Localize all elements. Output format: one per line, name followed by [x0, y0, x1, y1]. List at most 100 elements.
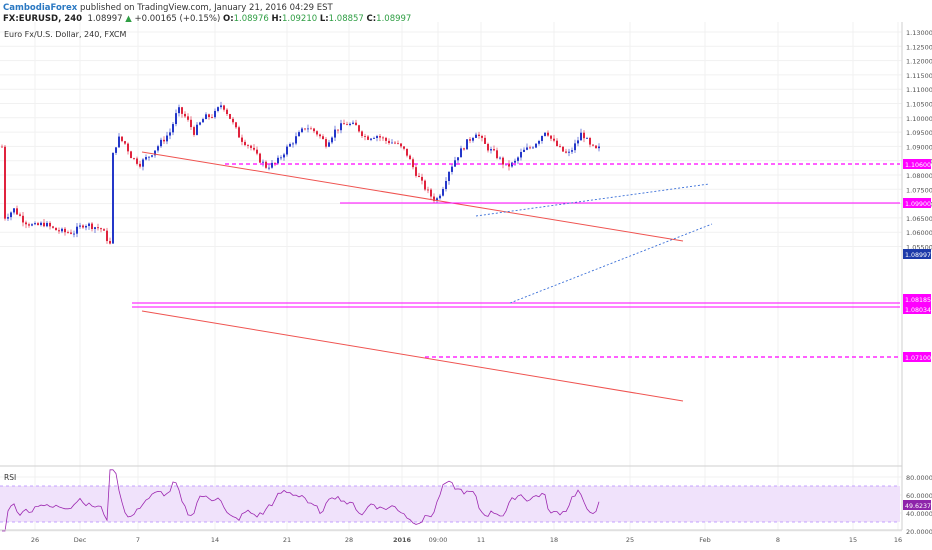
candle-body [373, 137, 375, 139]
candle-body [190, 119, 192, 128]
candle-body [217, 107, 219, 111]
candle-body [592, 144, 594, 146]
price-tick-label: 1.06500 [906, 215, 932, 223]
candle-body [397, 143, 399, 145]
level-label: 1.08185 [905, 297, 931, 304]
symbol-label[interactable]: FX:EURUSD, 240 [3, 14, 83, 24]
candle-body [166, 135, 168, 142]
candle-body [589, 137, 591, 145]
price-tick-label: 1.11500 [906, 72, 932, 80]
candle-body [205, 114, 207, 120]
wedge-lower-line[interactable] [509, 223, 713, 304]
candle-body [442, 189, 444, 196]
candle-body [304, 128, 306, 130]
high-label: H: [271, 14, 282, 24]
candle-body [268, 167, 270, 169]
price-tick-label: 1.12500 [906, 43, 932, 51]
candle-body [112, 152, 114, 244]
candle-body [535, 143, 537, 148]
level-label: 1.07100 [905, 355, 931, 362]
candle-body [7, 217, 9, 219]
price-axis[interactable]: 1.13000 1.12500 1.12000 1.11500 1.11000 1.105… [906, 29, 932, 252]
candle-body [229, 114, 231, 119]
channel-upper-trendline[interactable] [141, 151, 684, 242]
level-label-bg [903, 159, 931, 169]
candle-body [274, 162, 276, 164]
candle-body [16, 208, 18, 215]
candle-body [184, 113, 186, 117]
candle-body [238, 127, 240, 138]
candle-body [232, 118, 234, 123]
candle-body [598, 146, 600, 149]
candle-body [538, 140, 540, 144]
candle-body [70, 232, 72, 234]
wedge-upper-line[interactable] [475, 183, 710, 217]
candle-body [424, 180, 426, 190]
low-label: L: [319, 14, 329, 24]
candle-body [73, 233, 75, 235]
channel-lower-trendline[interactable] [141, 310, 684, 402]
candle-body [382, 137, 384, 139]
high-value: 1.09210 [281, 14, 318, 24]
candle-body [556, 140, 558, 147]
level-label: 1.08034 [905, 307, 931, 314]
candle-body [88, 223, 90, 226]
author-link[interactable]: CambodiaForex [3, 3, 78, 13]
last-price-label-bg [903, 249, 931, 259]
candle-body [415, 167, 417, 176]
candle-body [124, 141, 126, 144]
time-tick-label: 2016 [393, 536, 412, 544]
candle-body [451, 166, 453, 172]
level-labels: 1.10600 1.09900 1.08185 1.08034 1.07100 1.089… [903, 159, 931, 510]
candle-body [361, 131, 363, 137]
candle-body [529, 147, 531, 149]
candle-body [151, 155, 153, 157]
candle-body [130, 151, 132, 159]
candle-body [34, 223, 36, 225]
candle-body [85, 225, 87, 228]
candle-body [196, 124, 198, 135]
time-tick-label: 09:00 [429, 536, 448, 544]
candle-body [433, 196, 435, 201]
candle-body [436, 198, 438, 201]
publish-line: CambodiaForex published on TradingView.c… [3, 3, 333, 14]
candle-body [553, 138, 555, 141]
candle-body [61, 228, 63, 232]
candle-body [391, 142, 393, 144]
candle-body [199, 122, 201, 125]
candle-body [220, 105, 222, 108]
candle-body [139, 163, 141, 167]
candle-body [172, 124, 174, 133]
candle-body [142, 159, 144, 167]
candle-body [52, 226, 54, 228]
rsi-axis[interactable]: 80.0000 60.0000 40.0000 20.0000 [906, 474, 932, 536]
candle-body [370, 138, 372, 140]
candle-body [481, 135, 483, 138]
candle-body [298, 132, 300, 137]
candle-body [493, 149, 495, 151]
candle-body [208, 114, 210, 118]
candle-body [583, 132, 585, 139]
candle-body [10, 212, 12, 218]
candle-body [169, 132, 171, 136]
candle-body [403, 146, 405, 149]
open-label: O: [222, 14, 234, 24]
candle-body [292, 143, 294, 145]
time-tick-label: 25 [626, 536, 634, 544]
time-tick-label: 11 [477, 536, 485, 544]
candle-body [178, 107, 180, 114]
candle-body [289, 143, 291, 147]
time-axis[interactable]: 26 Dec 7 14 21 28 2016 09:00 11 18 25 Feb 8 15 16 [31, 536, 902, 544]
candle-body [448, 171, 450, 181]
candle-body [37, 223, 39, 226]
candle-body [115, 147, 117, 153]
time-tick-label: 18 [550, 536, 558, 544]
candle-body [421, 176, 423, 181]
candle-body [469, 139, 471, 141]
candle-body [193, 127, 195, 135]
candle-body [313, 128, 315, 132]
candle-body [520, 151, 522, 158]
candle-body [280, 157, 282, 159]
candle-body [385, 137, 387, 141]
